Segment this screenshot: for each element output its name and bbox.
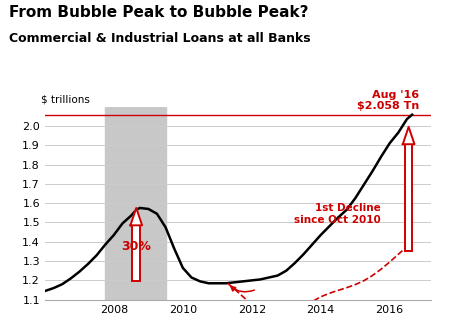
Text: Aug '16
$2.058 Tn: Aug '16 $2.058 Tn	[357, 90, 419, 111]
Text: From Bubble Peak to Bubble Peak?: From Bubble Peak to Bubble Peak?	[9, 5, 308, 20]
Text: $ trillions: $ trillions	[41, 95, 90, 105]
Bar	[405, 144, 413, 251]
Polygon shape	[130, 208, 142, 225]
Bar	[105, 107, 166, 300]
Text: Commercial & Industrial Loans at all Banks: Commercial & Industrial Loans at all Ban…	[9, 32, 311, 45]
Text: 1st Decline
since Oct 2010: 1st Decline since Oct 2010	[294, 203, 381, 225]
Text: 30%: 30%	[121, 240, 151, 253]
Polygon shape	[403, 127, 414, 144]
Bar	[132, 225, 140, 281]
